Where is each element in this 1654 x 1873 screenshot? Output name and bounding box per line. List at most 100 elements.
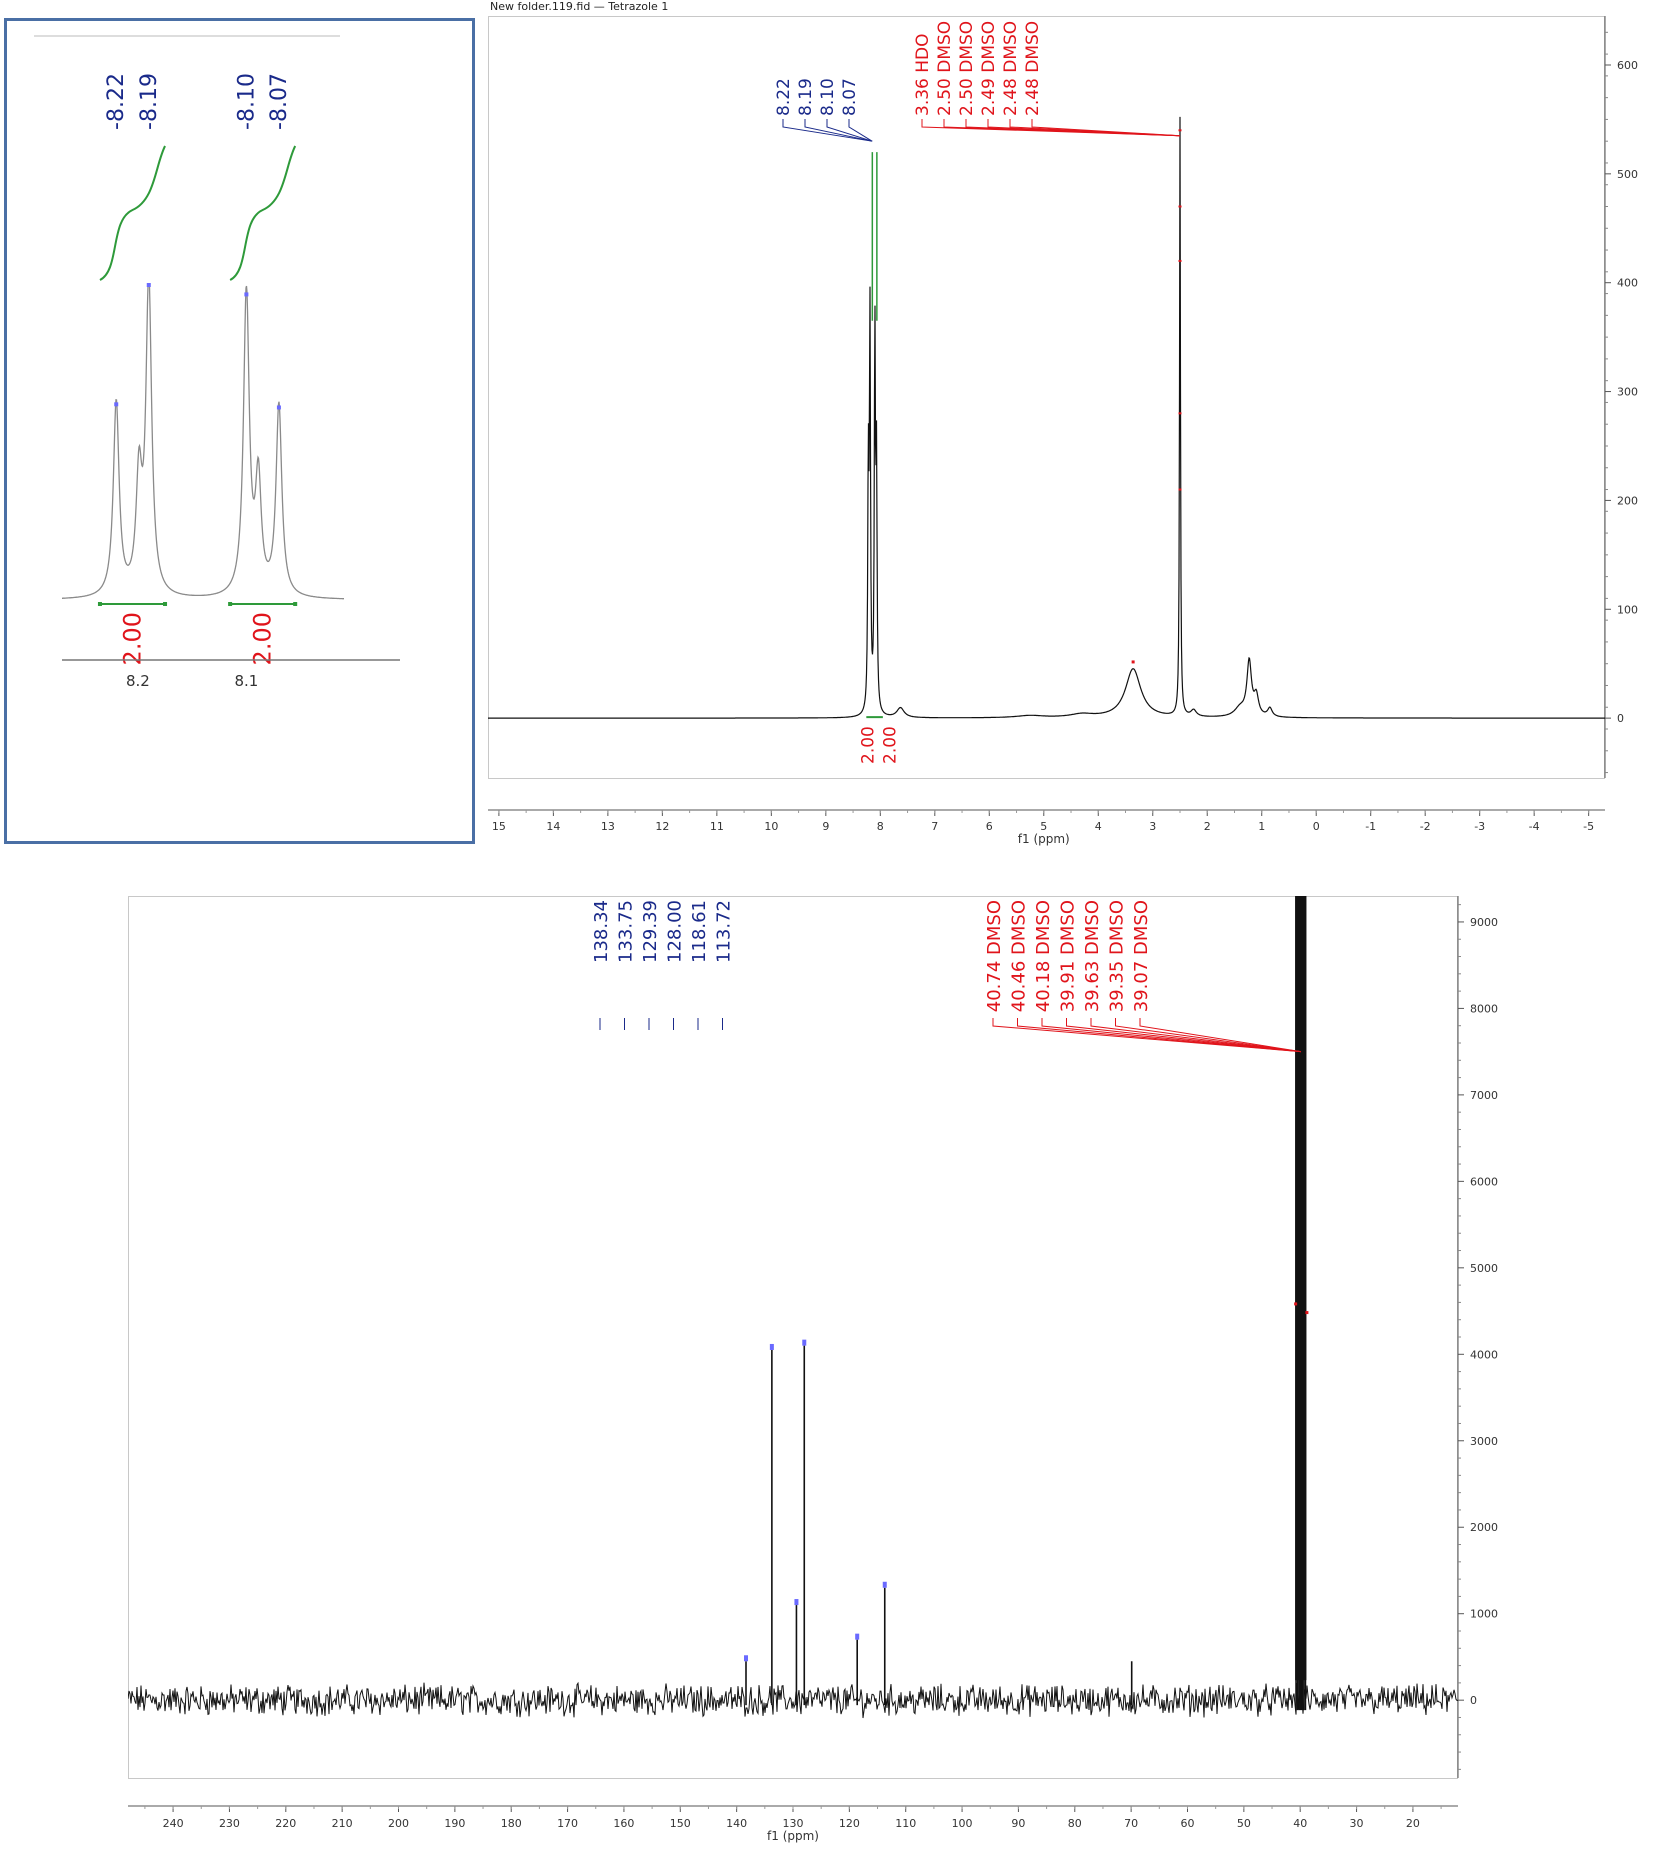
h1-solvent-marker [1178, 488, 1182, 491]
h1-x-tick-label: 5 [1040, 820, 1047, 833]
h1-x-tick-label: 10 [764, 820, 778, 833]
spectrum-title: New folder.119.fid — Tetrazole 1 [490, 0, 669, 13]
inset-integral-end [228, 602, 233, 606]
c13-x-tick-label: 140 [726, 1817, 747, 1830]
h1-peak-label: 8.19 [796, 78, 816, 116]
c13-solvent-leader [1115, 1018, 1301, 1053]
c13-peak-label: 128.00 [665, 900, 686, 963]
c13-x-tick-label: 40 [1293, 1817, 1307, 1830]
inset-peak-marker [276, 405, 281, 410]
c13-frame [128, 896, 1458, 1779]
c13-x-tick-label: 20 [1406, 1817, 1420, 1830]
c13-solvent-leader [992, 1018, 1301, 1053]
c13-spectrum-noise [128, 1681, 1459, 1719]
h1-x-tick-label: 15 [492, 820, 506, 833]
h1-y-tick-label: 0 [1617, 712, 1624, 725]
h1-solvent-label: 2.50 DMSO [935, 21, 955, 116]
h1-x-tick-label: 2 [1204, 820, 1211, 833]
c13-y-tick-label: 7000 [1470, 1089, 1498, 1102]
c13-peak-marker [855, 1633, 860, 1640]
h1-peak-leader [804, 119, 873, 142]
h1-peak-label: 8.07 [840, 78, 860, 116]
h1-x-tick-label: -4 [1529, 820, 1540, 833]
h1-solvent-leader [1031, 119, 1181, 137]
h1-x-tick-label: 3 [1149, 820, 1156, 833]
h1-solvent-label: 2.50 DMSO [957, 21, 977, 116]
h1-x-tick-label: 4 [1095, 820, 1102, 833]
inset-peak-marker [244, 292, 249, 297]
c13-solvent-leader [1066, 1018, 1301, 1053]
c13-solvent-marker [1294, 1302, 1298, 1306]
c13-solvent-label: 39.07 DMSO [1131, 900, 1152, 1012]
c13-solvent-leader [1090, 1018, 1301, 1053]
h1-x-tick-label: -2 [1420, 820, 1431, 833]
c13-peak-marker [743, 1655, 748, 1662]
h1-y-tick-label: 300 [1617, 386, 1638, 399]
c13-x-tick-label: 170 [557, 1817, 578, 1830]
c13-peak-marker [882, 1581, 887, 1588]
c13-peak-label: 118.61 [689, 900, 710, 963]
c13-x-tick-label: 110 [895, 1817, 916, 1830]
c13-y-tick-label: 9000 [1470, 916, 1498, 929]
h1-solvent-marker [1178, 205, 1182, 208]
inset-peak-marker [114, 402, 119, 407]
c13-peak-label: 133.75 [616, 900, 637, 963]
h1-x-tick-label: 6 [986, 820, 993, 833]
c13-y-tick-label: 4000 [1470, 1348, 1498, 1361]
h1-peak-label: 8.22 [774, 78, 794, 116]
c13-x-tick-label: 150 [670, 1817, 691, 1830]
c13-x-tick-label: 210 [332, 1817, 353, 1830]
h1-inset-chart: -8.22 -8.19 -8.10 -8.07 2.00 2.00 8.2 8.1 [34, 35, 400, 690]
h1-peak-label: 8.10 [818, 78, 838, 116]
c13-y-tick-label: 0 [1470, 1694, 1477, 1707]
c13-x-tick-label: 80 [1068, 1817, 1082, 1830]
c13-solvent-label: 39.91 DMSO [1058, 900, 1079, 1012]
h1-x-tick-label: -5 [1583, 820, 1594, 833]
inset-integral-end [293, 602, 298, 606]
c13-x-tick-label: 230 [219, 1817, 240, 1830]
h1-solvent-label: 2.48 DMSO [1001, 21, 1021, 116]
c13-peak-marker [769, 1343, 774, 1350]
h1-y-tick-label: 500 [1617, 168, 1638, 181]
h1-x-tick-label: 13 [601, 820, 615, 833]
c13-solvent-leader [1017, 1018, 1301, 1053]
h1-integral-value: 2.00 [859, 726, 879, 764]
c13-x-tick-label: 70 [1124, 1817, 1138, 1830]
h1-y-tick-label: 600 [1617, 59, 1638, 72]
c13-solvent-label: 40.18 DMSO [1033, 900, 1054, 1012]
h1-x-tick-label: 8 [877, 820, 884, 833]
c13-y-tick-label: 1000 [1470, 1608, 1498, 1621]
c13-y-tick-label: 5000 [1470, 1262, 1498, 1275]
c13-x-tick-label: 90 [1011, 1817, 1025, 1830]
c13-solvent-peak-fill [1295, 896, 1307, 1681]
inset-spectrum-line [62, 285, 344, 600]
c13-y-tick-label: 8000 [1470, 1002, 1498, 1015]
c13-x-tick-label: 200 [388, 1817, 409, 1830]
c13-peak-label: 138.34 [591, 900, 612, 963]
c13-solvent-label: 40.46 DMSO [1009, 900, 1030, 1012]
c13-x-tick-label: 130 [783, 1817, 804, 1830]
h1-solvent-label: 2.48 DMSO [1023, 21, 1043, 116]
h1-solvent-marker [1178, 412, 1182, 415]
c13-x-tick-label: 190 [444, 1817, 465, 1830]
h1-peak-leader [826, 119, 873, 142]
inset-integral-value: 2.00 [119, 612, 147, 665]
inset-peak-marker [146, 283, 151, 287]
c13-peak-marker [802, 1339, 807, 1346]
h1-x-tick-label: 14 [546, 820, 560, 833]
c13-x-tick-label: 60 [1180, 1817, 1194, 1830]
inset-peak-label: -8.19 [137, 73, 162, 130]
h1-x-axis-label: f1 (ppm) [1018, 832, 1070, 846]
c13-x-tick-label: 50 [1237, 1817, 1251, 1830]
h1-solvent-label: 3.36 HDO [913, 33, 933, 116]
h1-y-tick-label: 100 [1617, 603, 1638, 616]
c13-peak-label: 113.72 [714, 900, 735, 963]
inset-peak-label: -8.07 [267, 73, 292, 130]
inset-peak-label: -8.10 [234, 73, 259, 130]
c13-x-tick-label: 120 [839, 1817, 860, 1830]
c13-x-tick-label: 160 [613, 1817, 634, 1830]
inset-integral-curve [229, 145, 297, 281]
c13-solvent-label: 40.74 DMSO [984, 900, 1005, 1012]
c13-peak-marker [794, 1599, 799, 1606]
h1-x-tick-label: 9 [822, 820, 829, 833]
